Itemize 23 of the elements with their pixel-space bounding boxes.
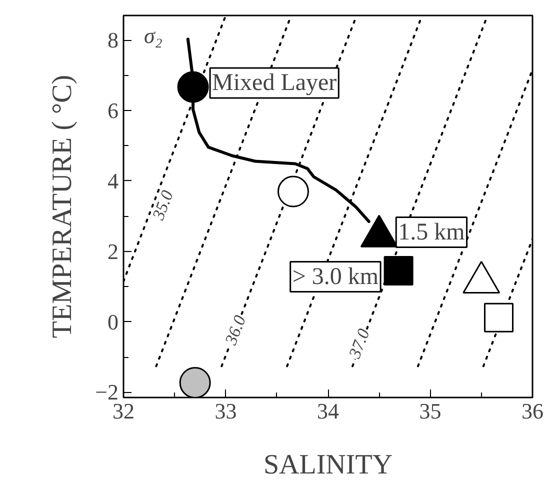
series-label: > 3.0 km — [292, 264, 379, 290]
y-tick-label: 0 — [108, 309, 118, 334]
y-axis-title: TEMPERATURE ( °C) — [47, 74, 78, 338]
point — [277, 176, 309, 208]
annotation: 37.0 — [344, 326, 374, 362]
x-tick-label: 35 — [419, 398, 442, 424]
x-tick-label: 34 — [317, 398, 339, 424]
x-axis-title: SALINITY — [263, 450, 393, 480]
annotation: σ₂ — [144, 23, 163, 48]
point — [179, 366, 211, 398]
y-tick-label: 4 — [108, 168, 118, 194]
point — [484, 302, 514, 332]
series-label: Mixed Layer — [212, 70, 337, 96]
point — [177, 71, 209, 103]
x-tick-label: 36 — [522, 398, 544, 424]
x-tick-label: 33 — [214, 398, 237, 424]
annotation: 36.0 — [220, 312, 250, 348]
y-tick-label: 2 — [108, 238, 118, 264]
series-label: 1.5 km — [398, 219, 466, 246]
point — [384, 256, 414, 286]
annotation: 35.0 — [148, 187, 178, 224]
y-tick-label: 6 — [108, 98, 118, 124]
y-tick-label: 8 — [108, 28, 118, 53]
